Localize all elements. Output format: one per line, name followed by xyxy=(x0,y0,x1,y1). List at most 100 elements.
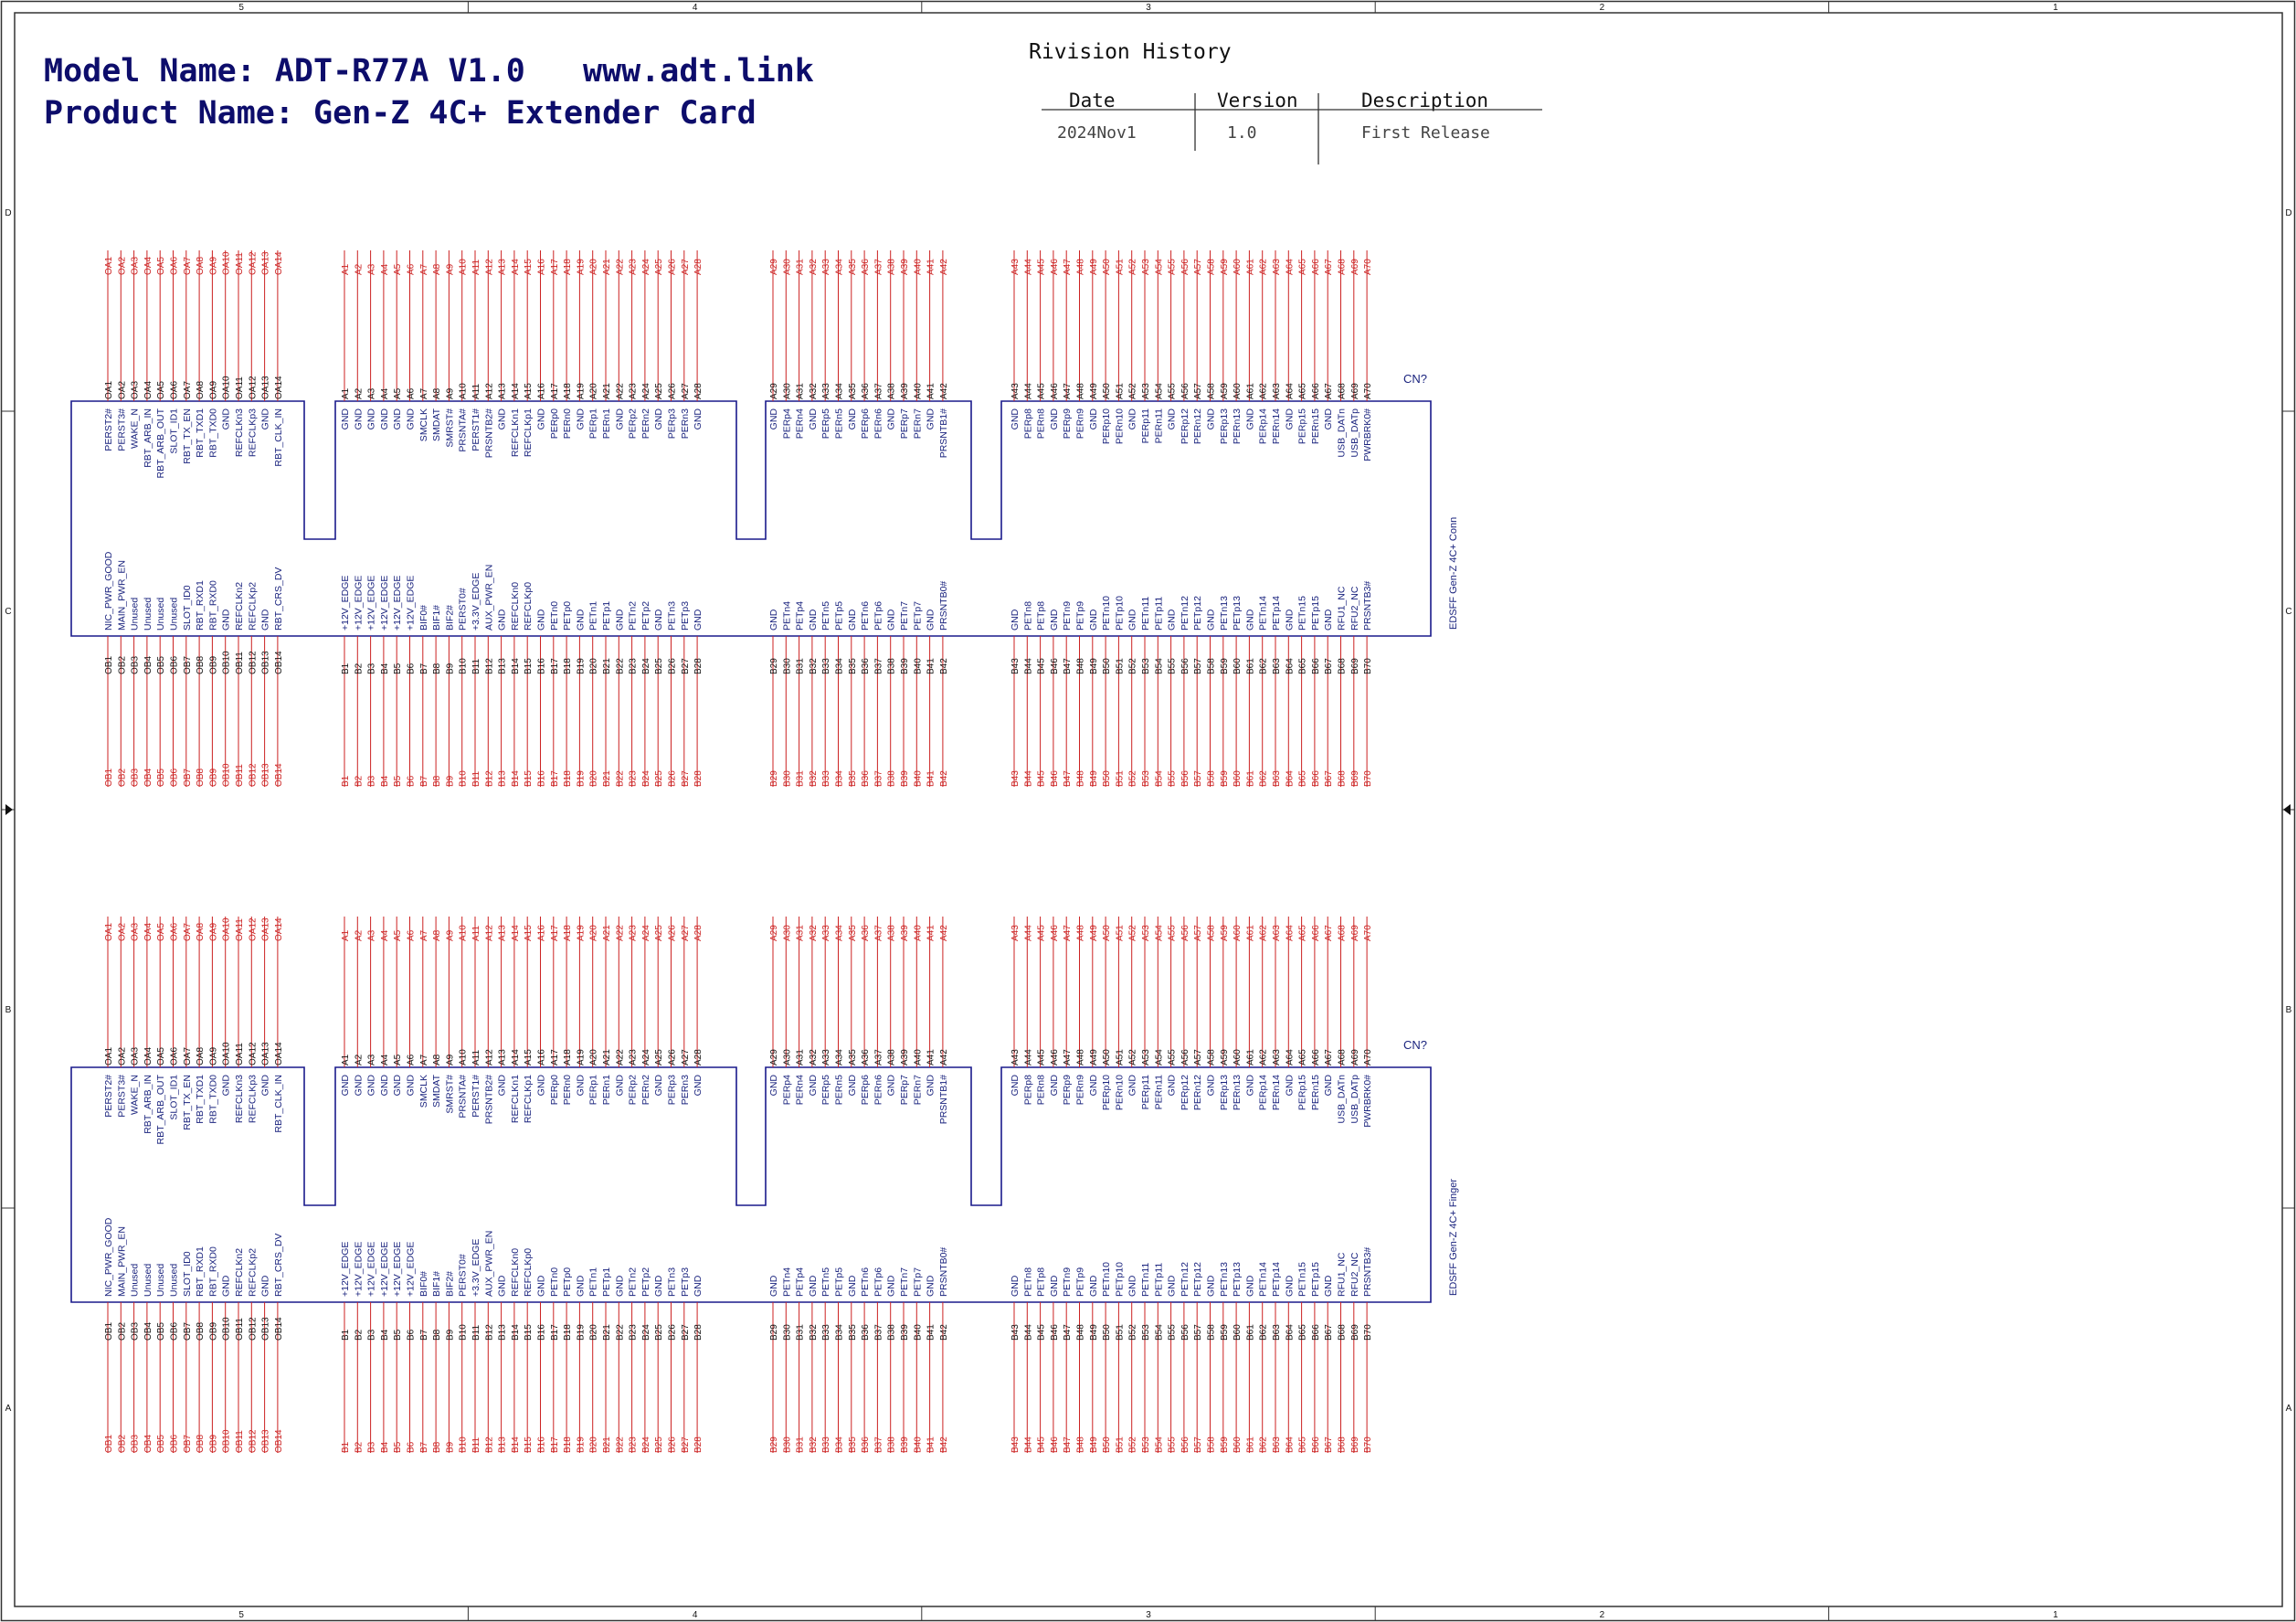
pin-number: A22 xyxy=(615,383,625,399)
pin-signal-name: PERp15 xyxy=(1297,408,1308,444)
pin-number-label: B42 xyxy=(939,770,949,787)
pin-number-label: A13 xyxy=(498,259,508,275)
pin-number-label: A32 xyxy=(809,925,819,941)
pin-number-label: A56 xyxy=(1180,925,1190,941)
pin-number-label: A28 xyxy=(693,925,704,941)
pin-number-label: OA13 xyxy=(261,917,271,941)
pin-signal-name: RBT_ARB_IN xyxy=(143,408,153,468)
pin-signal-name: GND xyxy=(497,1275,508,1297)
pin-number-label: B60 xyxy=(1233,770,1243,787)
pin-signal-name: SLOT_ID0 xyxy=(182,1251,193,1297)
pin-signal-name: GND xyxy=(1206,1075,1217,1097)
pin-signal-name: PERn4 xyxy=(795,408,806,439)
pin-signal-name: PETn1 xyxy=(588,1267,599,1297)
zone-row-marker: D xyxy=(5,208,11,218)
pin-number-label: B39 xyxy=(900,1436,910,1453)
pin-signal-name: PERp0 xyxy=(549,408,560,439)
pin-number: B40 xyxy=(913,658,923,674)
pin-number-label: OA12 xyxy=(248,917,258,941)
pin-signal-name: GND xyxy=(575,609,586,631)
pin-number: B41 xyxy=(926,658,936,674)
pin-number-label: A50 xyxy=(1102,925,1112,941)
pin-number: OB8 xyxy=(196,1322,206,1341)
pin-number: A5 xyxy=(393,387,403,399)
pin-number: A19 xyxy=(576,383,586,399)
pin-number: B25 xyxy=(654,658,664,674)
pin-number: OA1 xyxy=(104,1047,114,1065)
pin-number: B21 xyxy=(602,1324,612,1341)
pin-number: A35 xyxy=(848,383,858,399)
pin-number-label: B63 xyxy=(1272,770,1282,787)
pin-number-label: B5 xyxy=(393,1441,403,1453)
pin-signal-name: PERn10 xyxy=(1114,1075,1125,1110)
pin-signal-name: PERST3# xyxy=(116,408,127,451)
pin-number-label: OA11 xyxy=(235,252,245,275)
pin-number: B63 xyxy=(1272,1324,1282,1341)
pin-signal-name: GND xyxy=(1049,1275,1060,1297)
pin-number-label: B34 xyxy=(835,1436,845,1453)
pin-signal-name: +12V_EDGE xyxy=(406,1242,417,1297)
pin-signal-name: RBT_RXD1 xyxy=(195,580,206,631)
pin-signal-name: Unused xyxy=(143,598,153,631)
pin-number-label: A22 xyxy=(615,925,625,941)
pin-number-label: OB8 xyxy=(196,769,206,787)
pin-number-label: A12 xyxy=(484,259,494,275)
pin-number: B33 xyxy=(821,1324,831,1341)
pin-signal-name: RBT_TXD1 xyxy=(195,408,206,458)
pin-number: A63 xyxy=(1272,383,1282,399)
pin-number: A55 xyxy=(1168,1049,1178,1065)
pin-number-label: A9 xyxy=(445,263,455,275)
pin-signal-name: GND xyxy=(808,609,819,631)
pin-number: A7 xyxy=(419,1054,429,1065)
pin-number-label: B23 xyxy=(629,770,639,787)
pin-number: B4 xyxy=(380,663,390,674)
pin-number-label: B66 xyxy=(1311,770,1321,787)
pin-signal-name: REFCLKn1 xyxy=(510,1075,521,1123)
pin-signal-name: GND xyxy=(536,1075,547,1097)
pin-number: OB10 xyxy=(222,651,232,674)
pin-number: B23 xyxy=(629,1324,639,1341)
pin-signal-name: RBT_ARB_IN xyxy=(143,1075,153,1134)
pin-signal-name: GND xyxy=(926,408,936,430)
pin-number: A17 xyxy=(550,1049,560,1065)
pin-number: B22 xyxy=(615,658,625,674)
pin-number-label: A19 xyxy=(576,259,586,275)
pin-signal-name: GND xyxy=(886,609,897,631)
pin-signal-name: REFCLKn3 xyxy=(234,408,245,457)
pin-signal-name: Unused xyxy=(130,1264,141,1297)
pin-signal-name: REFCLKn3 xyxy=(234,1075,245,1123)
revision-description-cell: First Release xyxy=(1361,123,1490,143)
pin-number: A33 xyxy=(821,383,831,399)
pin-signal-name: PETp10 xyxy=(1114,1262,1125,1297)
pin-number: B24 xyxy=(641,1324,651,1341)
pin-number: B70 xyxy=(1363,658,1373,674)
pin-number: A25 xyxy=(654,383,664,399)
pin-signal-name: GND xyxy=(926,609,936,631)
pin-number-label: B42 xyxy=(939,1436,949,1453)
pin-number: A3 xyxy=(367,387,377,399)
pin-signal-name: RBT_TX_EN xyxy=(182,408,193,464)
pin-signal-name: PETp12 xyxy=(1192,1262,1203,1297)
pin-signal-name: GND xyxy=(1244,1275,1255,1297)
pin-number: OB12 xyxy=(248,651,258,674)
pin-number: A26 xyxy=(668,1049,678,1065)
pin-number: A4 xyxy=(380,1054,390,1065)
pin-number-label: OA1 xyxy=(104,923,114,941)
pin-signal-name: GND xyxy=(392,408,403,430)
pin-number-label: A48 xyxy=(1076,259,1086,275)
pin-number: A47 xyxy=(1063,1049,1073,1065)
pin-number-label: B40 xyxy=(913,770,923,787)
pin-number-label: OA10 xyxy=(222,251,232,275)
pin-number: A1 xyxy=(341,387,351,399)
pin-number-label: B62 xyxy=(1259,1436,1269,1453)
pin-number: B42 xyxy=(939,1324,949,1341)
pin-number-label: B25 xyxy=(654,1436,664,1453)
pin-signal-name: RBT_RXD1 xyxy=(195,1246,206,1297)
pin-number: A17 xyxy=(550,383,560,399)
pin-number: A9 xyxy=(445,1054,455,1065)
pin-number-label: A37 xyxy=(873,925,883,941)
pin-number: B66 xyxy=(1311,658,1321,674)
pin-number: B52 xyxy=(1128,1324,1138,1341)
product-name-line: Product Name: Gen-Z 4C+ Extender Card xyxy=(44,95,757,132)
pin-signal-name: PERp2 xyxy=(628,408,639,439)
